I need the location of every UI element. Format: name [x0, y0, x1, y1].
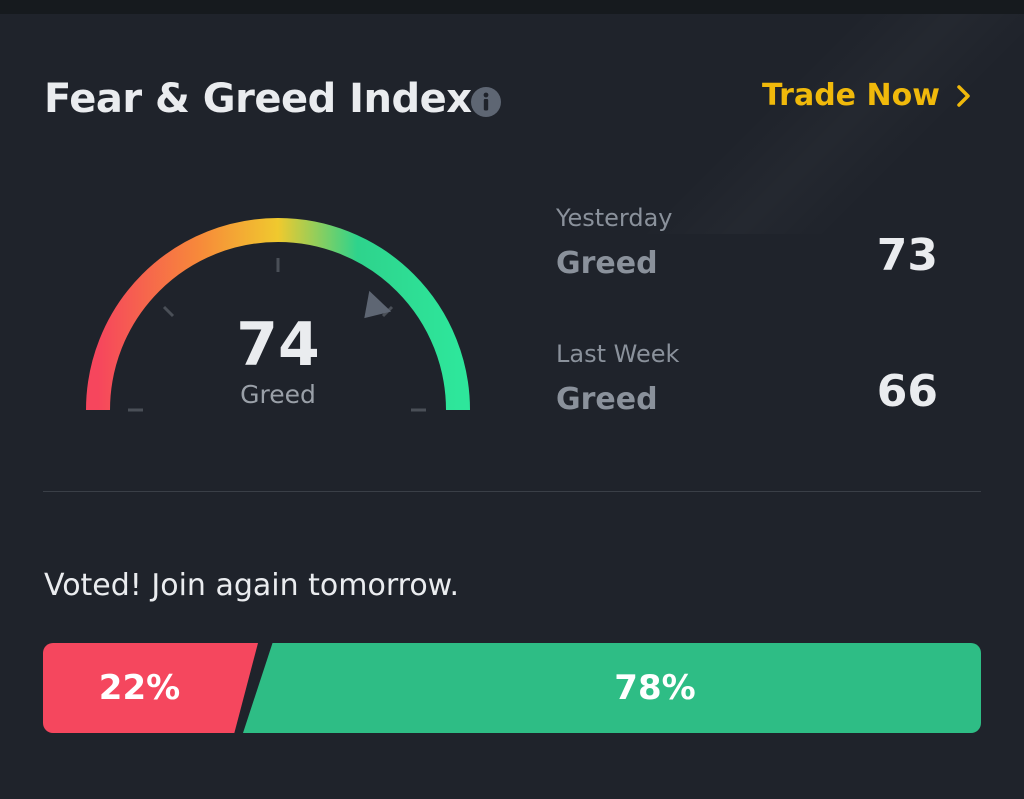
last-week-value: 66 — [876, 366, 938, 417]
page-title: Fear & Greed Index — [44, 76, 472, 122]
chevron-right-icon — [957, 84, 970, 107]
greed-vote-percent: 78% — [614, 668, 696, 708]
fear-vote-segment: 22% — [43, 643, 258, 733]
vote-result-bar: 22% 78% — [43, 643, 981, 733]
gauge-needle — [364, 290, 392, 319]
background-glow — [600, 14, 1024, 234]
greed-vote-segment: 78% — [243, 643, 981, 733]
top-bar — [0, 0, 1024, 14]
last-week-status: Greed — [556, 382, 658, 417]
info-icon[interactable] — [470, 86, 502, 118]
fear-greed-gauge — [86, 218, 470, 412]
vote-message: Voted! Join again tomorrow. — [44, 568, 460, 603]
yesterday-status: Greed — [556, 246, 658, 281]
yesterday-value: 73 — [876, 230, 938, 281]
last-week-label: Last Week — [556, 340, 680, 368]
trade-now-link[interactable]: Trade Now — [762, 78, 972, 113]
divider — [43, 491, 981, 492]
gauge-label: Greed — [240, 380, 316, 409]
yesterday-label: Yesterday — [556, 204, 673, 232]
trade-now-label: Trade Now — [762, 78, 940, 113]
gauge-value: 74 — [236, 310, 320, 380]
fear-vote-percent: 22% — [98, 668, 181, 708]
gauge-arc — [86, 218, 470, 411]
